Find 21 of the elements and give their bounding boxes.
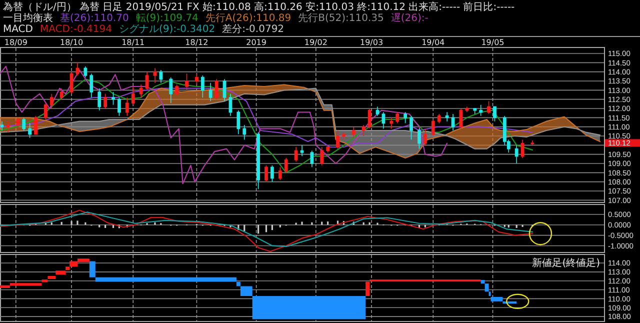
x-tick-label: 19/04	[422, 38, 445, 47]
x-tick-label: 2019	[246, 38, 266, 47]
x-tick-label: 18/10	[60, 38, 84, 47]
legend-title: MACD	[3, 24, 34, 35]
text: 基(26):110.70	[60, 12, 129, 24]
x-tick-label: 18/11	[122, 38, 145, 47]
text: 遅(26):-	[390, 12, 429, 24]
x-tick-label: 18/12	[185, 38, 208, 47]
text: 先行A(26):110.89	[205, 12, 292, 24]
x-tick-label: 19/05	[481, 38, 504, 47]
text: 転(9):109.74	[136, 13, 198, 24]
x-tick-label: 19/02	[304, 38, 328, 47]
text: シグナル(9):-0.3402	[118, 24, 216, 35]
x-tick-label: 18/09	[4, 38, 28, 47]
text: MACD:-0.4194	[40, 24, 112, 35]
text: 差分:-0.0792	[222, 23, 284, 35]
chart-title: 新値足(終値足)	[532, 257, 600, 269]
chart-title: 為替（ドル/円） 為替 日足 2019/05/21 FX 始:110.08 高:110.26 安:110.03 終:110.12 出来高:----- 前日比:-----	[3, 1, 516, 13]
legend-title: 一目均衡表	[3, 12, 53, 24]
x-tick-label: 19/03	[360, 38, 384, 47]
text: 先行B(52):110.35	[298, 12, 384, 24]
